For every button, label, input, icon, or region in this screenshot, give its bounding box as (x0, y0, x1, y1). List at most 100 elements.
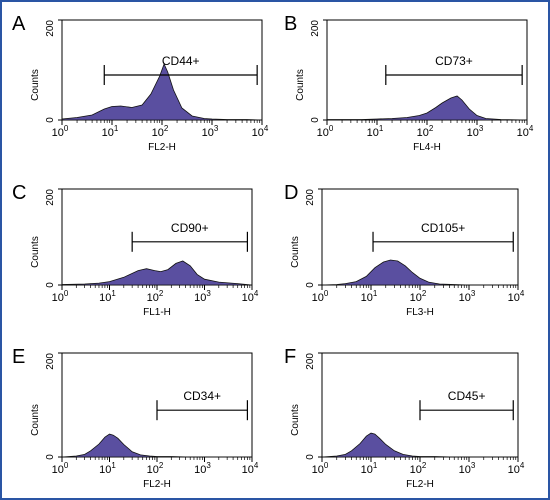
gate-label: CD90+ (171, 221, 209, 235)
x-tick-exponent: 4 (254, 289, 259, 298)
x-tick-label: 104 (517, 124, 534, 139)
y-axis-label: Counts (295, 69, 306, 101)
x-tick-label: 102 (147, 461, 164, 476)
y-tick-label: 0 (305, 282, 316, 288)
gate-label: CD44+ (162, 54, 200, 68)
y-axis-label: Counts (30, 69, 41, 101)
x-tick-exponent: 0 (324, 461, 329, 470)
x-tick-exponent: 1 (111, 461, 116, 470)
histogram-area (61, 433, 252, 458)
x-tick-exponent: 0 (324, 289, 329, 298)
x-tick-label: 103 (194, 289, 211, 304)
x-tick-exponent: 0 (64, 461, 69, 470)
y-tick-label: 0 (310, 117, 321, 123)
x-tick-exponent: 3 (214, 124, 219, 133)
x-tick-label: 101 (361, 289, 378, 304)
x-tick-label: 103 (202, 124, 219, 139)
x-tick-label: 103 (194, 461, 211, 476)
plot-frame (321, 188, 519, 286)
x-tick-label: 104 (242, 461, 259, 476)
panel-letter: F (284, 346, 296, 368)
x-tick-exponent: 4 (520, 289, 525, 298)
y-tick-label: 200 (305, 189, 316, 206)
x-tick-exponent: 4 (264, 124, 269, 133)
x-tick-label: 103 (467, 124, 484, 139)
x-tick-exponent: 2 (159, 461, 164, 470)
panel-letter: C (12, 182, 26, 204)
x-tick-label: 102 (147, 289, 164, 304)
x-tick-label: 100 (312, 461, 329, 476)
y-tick-label: 0 (45, 117, 56, 123)
panel-letter: B (284, 13, 297, 35)
x-tick-label: 101 (99, 461, 116, 476)
x-tick-label: 104 (508, 289, 525, 304)
y-tick-label: 0 (45, 282, 56, 288)
x-tick-exponent: 3 (206, 461, 211, 470)
y-axis-label: Counts (30, 404, 41, 436)
plot-frame (326, 19, 528, 121)
x-tick-label: 100 (52, 289, 69, 304)
x-tick-label: 101 (99, 289, 116, 304)
histogram-area (61, 260, 253, 286)
histogram-area (321, 432, 518, 458)
y-axis-label: Counts (290, 236, 301, 268)
x-tick-exponent: 1 (373, 289, 378, 298)
x-tick-label: 104 (252, 124, 269, 139)
y-tick-label: 200 (45, 353, 56, 370)
x-tick-exponent: 3 (471, 461, 476, 470)
y-tick-label: 200 (305, 353, 316, 370)
x-tick-exponent: 1 (379, 124, 384, 133)
x-axis-label: FL3-H (406, 307, 434, 318)
x-tick-label: 102 (152, 124, 169, 139)
x-tick-label: 101 (367, 124, 384, 139)
y-tick-label: 200 (45, 189, 56, 206)
x-tick-exponent: 2 (429, 124, 434, 133)
histogram-area (326, 95, 528, 121)
x-tick-exponent: 2 (422, 461, 427, 470)
panel-letter: A (12, 13, 26, 35)
x-tick-label: 101 (361, 461, 378, 476)
x-tick-exponent: 3 (471, 289, 476, 298)
x-tick-label: 100 (317, 124, 334, 139)
gate-label: CD105+ (421, 221, 465, 235)
y-tick-label: 0 (45, 454, 56, 460)
x-tick-label: 104 (508, 461, 525, 476)
histogram-area (61, 62, 263, 121)
x-tick-label: 103 (459, 289, 476, 304)
y-axis-label: Counts (30, 236, 41, 268)
x-tick-exponent: 1 (111, 289, 116, 298)
x-tick-exponent: 3 (206, 289, 211, 298)
y-tick-label: 200 (45, 20, 56, 37)
x-tick-exponent: 4 (529, 124, 534, 133)
x-tick-label: 100 (52, 461, 69, 476)
y-tick-label: 0 (305, 454, 316, 460)
x-tick-label: 103 (459, 461, 476, 476)
gate-label: CD34+ (183, 389, 221, 403)
x-tick-exponent: 2 (164, 124, 169, 133)
x-tick-exponent: 3 (479, 124, 484, 133)
x-tick-exponent: 2 (422, 289, 427, 298)
gate-label: CD73+ (435, 54, 473, 68)
x-tick-exponent: 2 (159, 289, 164, 298)
x-axis-label: FL2-H (148, 142, 176, 153)
panel-letter: E (12, 346, 25, 368)
x-tick-label: 102 (417, 124, 434, 139)
x-tick-label: 100 (52, 124, 69, 139)
x-tick-label: 102 (410, 289, 427, 304)
x-tick-exponent: 4 (520, 461, 525, 470)
x-tick-exponent: 0 (64, 289, 69, 298)
x-tick-label: 100 (312, 289, 329, 304)
gate-label: CD45+ (448, 389, 486, 403)
x-axis-label: FL2-H (406, 479, 434, 490)
panel-letter: D (284, 182, 298, 204)
x-axis-label: FL1-H (143, 307, 171, 318)
x-tick-label: 104 (242, 289, 259, 304)
x-tick-exponent: 1 (114, 124, 119, 133)
x-tick-label: 102 (410, 461, 427, 476)
